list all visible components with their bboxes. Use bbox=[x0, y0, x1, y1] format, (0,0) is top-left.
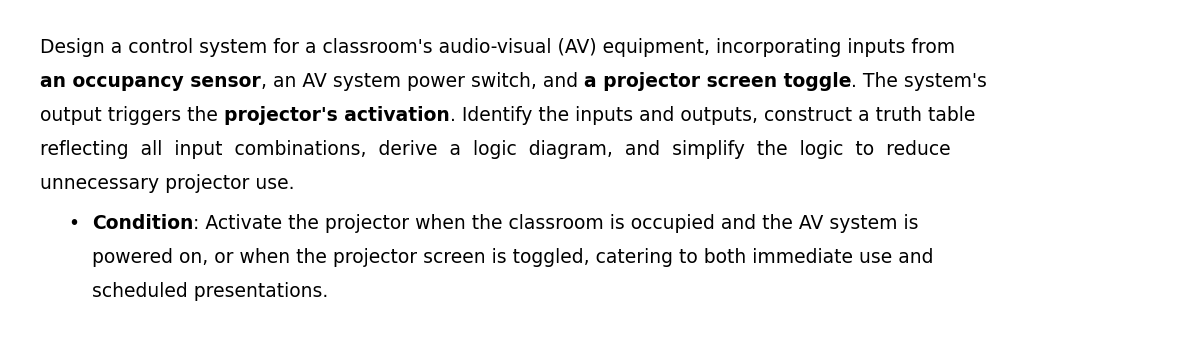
Text: Design a control system for a classroom's audio-visual (AV) equipment, incorpora: Design a control system for a classroom'… bbox=[40, 38, 955, 57]
Text: a projector screen toggle: a projector screen toggle bbox=[584, 72, 851, 91]
Text: . Identify the inputs and outputs, construct a truth table: . Identify the inputs and outputs, const… bbox=[450, 106, 974, 125]
Text: projector's activation: projector's activation bbox=[224, 106, 450, 125]
Text: •: • bbox=[68, 214, 79, 233]
Text: an occupancy sensor: an occupancy sensor bbox=[40, 72, 260, 91]
Text: : Activate the projector when the classroom is occupied and the AV system is: : Activate the projector when the classr… bbox=[193, 214, 919, 233]
Text: unnecessary projector use.: unnecessary projector use. bbox=[40, 174, 294, 193]
Text: . The system's: . The system's bbox=[851, 72, 988, 91]
Text: Condition: Condition bbox=[92, 214, 193, 233]
Text: output triggers the: output triggers the bbox=[40, 106, 224, 125]
Text: , an AV system power switch, and: , an AV system power switch, and bbox=[260, 72, 584, 91]
Text: powered on, or when the projector screen is toggled, catering to both immediate : powered on, or when the projector screen… bbox=[92, 248, 934, 267]
Text: scheduled presentations.: scheduled presentations. bbox=[92, 282, 329, 301]
Text: reflecting  all  input  combinations,  derive  a  logic  diagram,  and  simplify: reflecting all input combinations, deriv… bbox=[40, 140, 950, 159]
